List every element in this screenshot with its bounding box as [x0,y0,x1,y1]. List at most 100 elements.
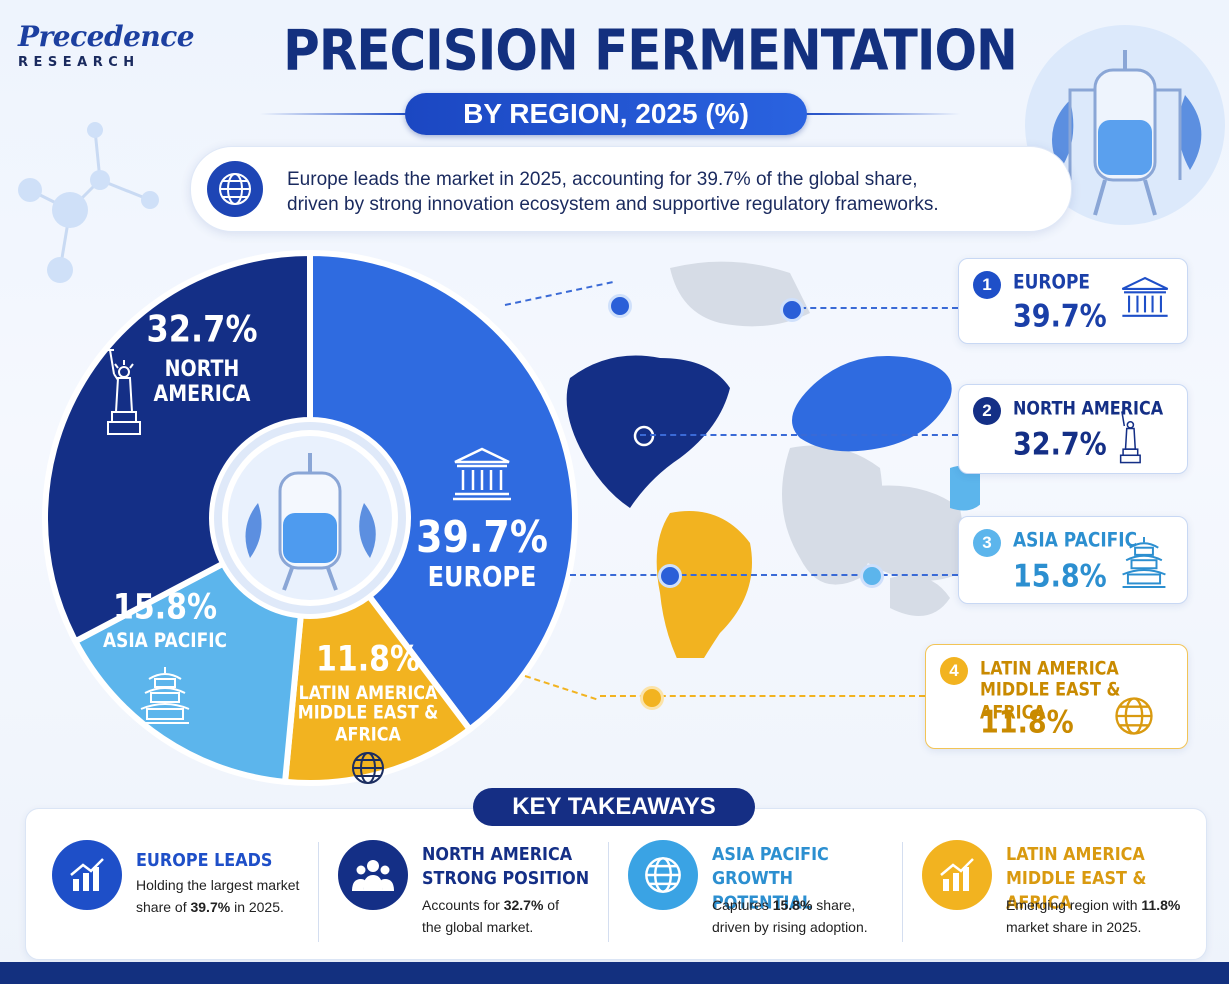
divider [608,842,609,942]
rank-badge: 2 [973,397,1001,425]
takeaway-heading-1: NORTH AMERICA [422,843,573,865]
world-map [566,261,980,658]
region-name: EUROPE [1013,271,1091,294]
asia-pacific-pct: 15.8% [112,587,218,628]
desc-text: Accounts for [422,897,504,913]
connector-north-america [640,434,958,436]
takeaway-latam-mea: LATIN AMERICA MIDDLE EAST & AFRICA Emerg… [922,838,1197,948]
rank-badge: 1 [973,271,1001,299]
desc-highlight: 11.8% [1141,897,1181,913]
desc-line-1: Captures 15.8% share, [712,894,868,916]
molecule-decoration [18,122,159,283]
latam-mea-name-1: LATIN AMERICA [298,681,438,704]
asia-pacific-region [950,465,980,511]
desc-line-1: Holding the largest market [136,877,300,893]
desc-line-1: Accounts for 32.7% of [422,894,559,916]
desc-highlight: 15.8% [772,897,813,913]
takeaway-heading-2: MIDDLE EAST & AFRICA [1006,867,1147,914]
desc-line-2: share of 39.7% in 2025. [136,896,299,918]
rank-badge: 4 [940,657,968,685]
connector-asia-pacific [570,574,958,576]
latin-america-region [656,511,752,658]
region-value: 15.8% [1013,559,1107,595]
desc-highlight: 39.7% [190,899,231,915]
summary-line-2: driven by strong innovation ecosystem an… [287,194,939,215]
region-value: 11.8% [980,705,1074,741]
divider [902,842,903,942]
pagoda-icon [1119,535,1171,588]
region-card-north-america: 2 NORTH AMERICA 32.7% [958,384,1188,474]
globe-icon [628,840,698,910]
takeaway-heading-2: STRONG POSITION [422,867,590,889]
europe-region [792,356,952,452]
takeaway-heading-1: LATIN AMERICA [1006,843,1145,865]
growth-chart-icon [922,840,992,910]
north-america-name-2: AMERICA [153,381,251,407]
region-name-2: MIDDLE EAST & AFRICA [980,678,1121,723]
latam-mea-name-2: MIDDLE EAST & AFRICA [297,701,439,745]
brand-logo: Precedence RESEARCH [18,20,195,80]
takeaway-heading-2: GROWTH POTENTIAL [712,867,813,914]
bioreactor-icon [222,430,398,606]
statue-of-liberty-icon [1115,409,1167,464]
takeaway-north-america: NORTH AMERICA STRONG POSITION Accounts f… [338,838,603,948]
connector-europe [790,307,958,309]
north-america-name-1: NORTH [164,356,240,382]
brand-sub: RESEARCH [18,55,140,70]
connector-latam [600,695,925,697]
europe-name: EUROPE [427,560,537,594]
bank-icon [1119,275,1171,327]
desc-text: Emerging region with [1006,897,1142,913]
region-value: 32.7% [1013,427,1107,463]
desc-text: Captures [712,897,773,913]
latam-mea-segment-label: 11.8% LATIN AMERICA MIDDLE EAST & AFRICA [278,639,458,791]
bar-chart-icon [52,840,122,910]
donut-slice-asia-pacific [71,559,305,786]
connector-dot [608,294,632,318]
donut-slice-europe [307,249,578,734]
brand-name: Precedence [18,20,195,53]
takeaway-heading-1: ASIA PACIFIC [712,843,829,865]
north-america-pct: 32.7% [146,307,258,351]
europe-segment-label: 39.7% EUROPE [402,446,562,594]
statue-of-liberty-icon [100,346,150,443]
connector-dot [860,564,884,588]
takeaways-heading: KEY TAKEAWAYS [473,788,755,826]
rank-badge: 3 [973,529,1001,557]
takeaway-description: Captures 15.8% share, driven by rising a… [712,894,868,938]
region-card-asia-pacific: 3 ASIA PACIFIC 15.8% [958,516,1188,604]
asia-pacific-segment-label: 15.8% ASIA PACIFIC [100,587,230,730]
footer-bar [0,962,1229,984]
takeaway-description: Accounts for 32.7% of the global market. [422,894,559,938]
takeaway-description: Emerging region with 11.8% market share … [1006,894,1180,938]
people-icon [338,840,408,910]
connector-dot [640,686,664,710]
bioreactor-illustration [1025,25,1225,225]
desc-line-2: driven by rising adoption. [712,919,868,935]
latam-mea-pct: 11.8% [315,639,421,680]
takeaway-heading: EUROPE LEADS [136,849,273,871]
region-card-latam-mea: 4 LATIN AMERICA MIDDLE EAST & AFRICA 11.… [925,644,1188,749]
summary-text: Europe leads the market in 2025, account… [287,167,1057,217]
takeaway-description: Holding the largest market share of 39.7… [136,874,299,918]
connector-dot [658,564,682,588]
desc-text: of [543,897,559,913]
desc-text: share of [136,899,191,915]
page-subtitle: BY REGION, 2025 (%) [405,93,807,135]
desc-text: share, [812,897,856,913]
globe-icon [207,161,263,217]
region-value: 39.7% [1013,299,1107,335]
bank-icon [402,446,562,507]
desc-line-2: market share in 2025. [1006,919,1142,935]
desc-text: in 2025. [230,899,284,915]
donut-slice-latam-mea [281,591,474,786]
pagoda-icon [137,665,193,730]
connector-dot [780,298,804,322]
north-america-segment-label: 32.7% NORTH AMERICA [142,307,262,407]
divider [318,842,319,942]
takeaway-europe: EUROPE LEADS Holding the largest market … [52,838,312,948]
summary-box: Europe leads the market in 2025, account… [190,146,1072,232]
region-name: ASIA PACIFIC [1013,529,1138,552]
asia-pacific-name: ASIA PACIFIC [102,629,228,653]
desc-line-2: the global market. [422,919,534,935]
